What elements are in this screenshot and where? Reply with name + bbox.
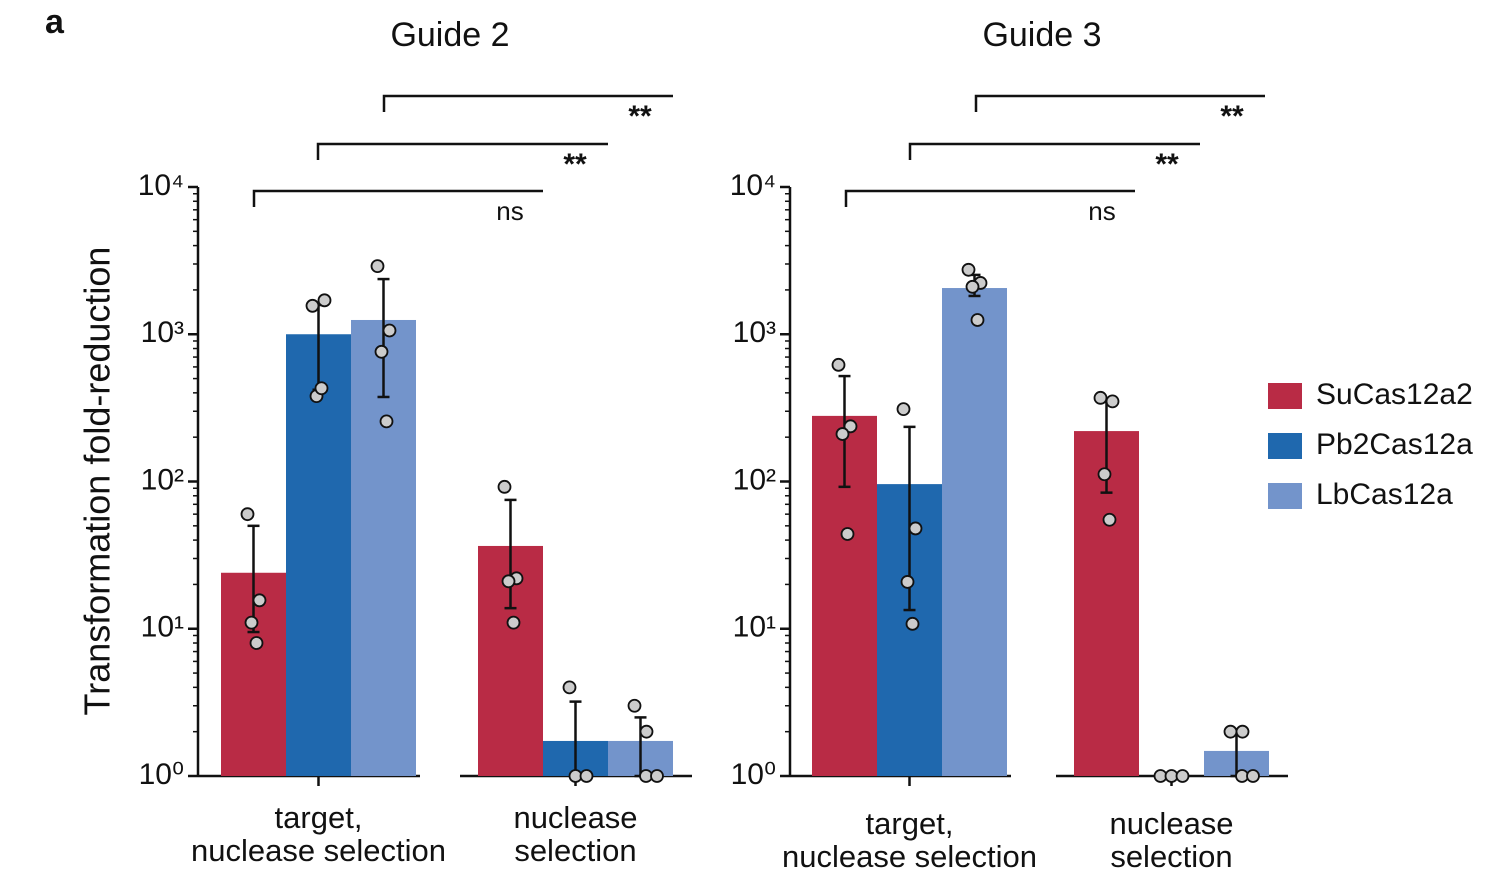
significance-label: ns [496,196,523,226]
legend-swatch [1268,383,1302,409]
y-axis-label: Transformation fold-reduction [77,247,118,716]
bar [286,334,351,776]
data-point [900,575,915,589]
x-tick-label: nuclease selection [513,800,637,868]
significance-label: ** [563,148,587,181]
x-tick-label: target, nuclease selection [191,800,446,868]
data-point [840,527,855,541]
significance-bracket [252,189,543,207]
data-point [379,414,394,429]
data-point [562,680,577,695]
significance-label: ns [1088,196,1115,226]
y-tick-label: 10¹ [141,611,184,644]
y-tick-label: 10³ [141,316,184,349]
y-tick-label: 10¹ [733,611,776,644]
data-point [1175,769,1190,783]
x-tick-label: nuclease selection [1109,806,1233,874]
significance-bracket [974,94,1265,112]
data-point [374,344,389,359]
significance-label: ** [1220,100,1244,133]
significance-label: ** [1155,148,1179,181]
data-point [305,298,320,313]
data-point [1093,390,1108,405]
x-tick-label: target, nuclease selection [782,806,1037,874]
data-point [970,313,985,327]
data-point [639,724,654,739]
data-point [506,615,521,630]
data-point [317,293,332,308]
data-point [244,615,259,630]
data-point [579,769,594,783]
data-point [501,574,516,589]
significance-label: ** [628,100,652,133]
significance-bracket [382,94,673,112]
y-tick-label: 10² [141,463,184,496]
y-tick-label: 10⁰ [731,758,776,791]
legend-swatch [1268,433,1302,459]
panel-title: Guide 3 [982,16,1101,54]
data-point [1223,724,1238,739]
data-point [249,636,264,650]
data-point [314,381,329,396]
y-tick-label: 10³ [733,316,776,349]
data-point [908,521,923,536]
y-tick-label: 10⁴ [730,169,776,202]
data-point [1235,724,1250,739]
data-point [1102,512,1117,527]
panel-label: a [45,3,65,41]
data-point [252,593,267,608]
data-point [627,698,642,713]
y-tick-label: 10⁴ [138,169,184,202]
legend-label: SuCas12a2 [1316,378,1473,411]
panel-title: Guide 2 [390,16,509,54]
data-point [382,323,397,338]
data-point [896,402,911,417]
data-point [1246,769,1260,783]
legend-label: LbCas12a [1316,478,1453,511]
data-point [497,479,512,494]
legend-swatch [1268,483,1302,509]
data-point [650,769,664,783]
significance-bracket [316,142,608,160]
data-point [965,279,980,294]
y-tick-label: 10² [733,463,776,496]
data-point [961,262,976,277]
data-point [1105,394,1120,409]
data-point [240,507,255,522]
data-point [835,427,850,441]
significance-bracket [844,189,1135,207]
significance-bracket [908,142,1200,160]
y-tick-label: 10⁰ [139,758,184,791]
data-point [831,357,846,372]
data-point [905,616,920,631]
data-point [1097,467,1112,482]
bar [942,288,1007,776]
data-point [370,259,385,274]
legend-label: Pb2Cas12a [1316,428,1473,461]
